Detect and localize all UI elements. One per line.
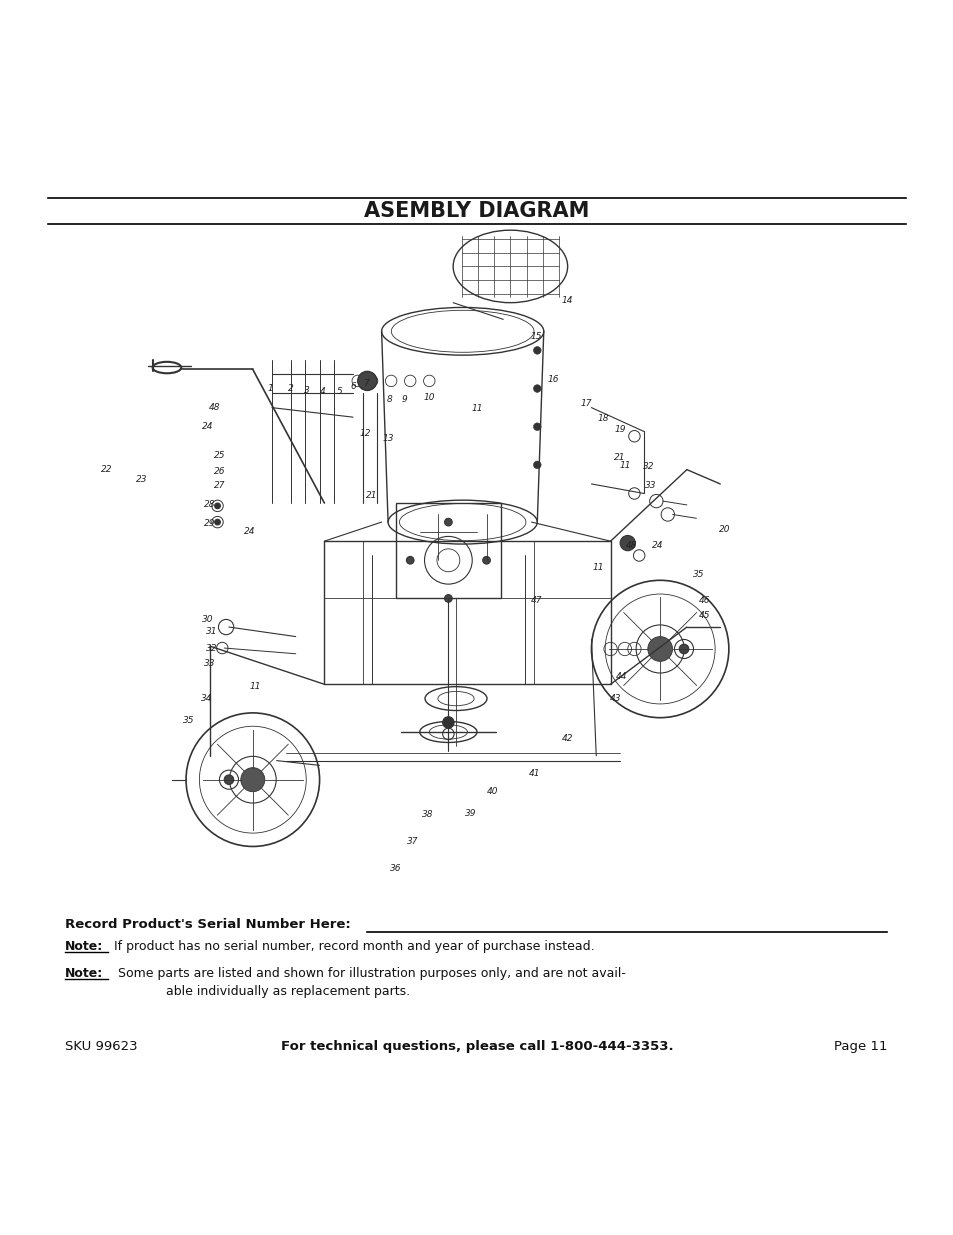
Text: 21: 21 bbox=[366, 490, 377, 500]
Text: 2: 2 bbox=[288, 384, 294, 393]
Text: 41: 41 bbox=[528, 768, 539, 778]
Text: Record Product's Serial Number Here:: Record Product's Serial Number Here: bbox=[65, 918, 351, 931]
Circle shape bbox=[647, 636, 672, 662]
Text: 20: 20 bbox=[719, 525, 730, 535]
Circle shape bbox=[406, 557, 414, 564]
Text: 14: 14 bbox=[561, 296, 573, 305]
Circle shape bbox=[444, 519, 452, 526]
Circle shape bbox=[533, 385, 540, 393]
Bar bbox=[395, 503, 500, 599]
Text: SKU 99623: SKU 99623 bbox=[65, 1040, 137, 1053]
Text: 28: 28 bbox=[204, 500, 215, 509]
Text: 13: 13 bbox=[382, 433, 394, 442]
Text: 7: 7 bbox=[363, 379, 369, 388]
Text: 11: 11 bbox=[618, 462, 630, 471]
Text: 22: 22 bbox=[101, 466, 112, 474]
Text: 11: 11 bbox=[250, 682, 261, 690]
Text: Note:: Note: bbox=[65, 967, 103, 979]
Text: 4: 4 bbox=[319, 387, 325, 396]
Text: Some parts are listed and shown for illustration purposes only, and are not avai: Some parts are listed and shown for illu… bbox=[110, 967, 625, 979]
Text: 45: 45 bbox=[699, 611, 710, 620]
Text: 23: 23 bbox=[136, 474, 148, 484]
Circle shape bbox=[482, 557, 490, 564]
Text: 30: 30 bbox=[202, 615, 213, 624]
Text: 48: 48 bbox=[209, 403, 220, 412]
Circle shape bbox=[619, 536, 635, 551]
Text: 8: 8 bbox=[386, 394, 392, 404]
Text: 24: 24 bbox=[202, 422, 213, 431]
Text: 27: 27 bbox=[213, 482, 225, 490]
Text: 17: 17 bbox=[580, 399, 592, 409]
Text: 6: 6 bbox=[350, 382, 355, 391]
Text: 3: 3 bbox=[304, 387, 310, 395]
Circle shape bbox=[240, 768, 265, 792]
Text: 35: 35 bbox=[692, 571, 703, 579]
Text: 1: 1 bbox=[267, 384, 273, 393]
Text: 15: 15 bbox=[530, 331, 541, 341]
Text: 31: 31 bbox=[206, 627, 217, 636]
Text: 32: 32 bbox=[206, 643, 217, 652]
Circle shape bbox=[533, 461, 540, 468]
Text: 16: 16 bbox=[547, 375, 558, 384]
Text: 37: 37 bbox=[407, 837, 418, 846]
Text: 32: 32 bbox=[642, 462, 654, 472]
Text: 33: 33 bbox=[644, 482, 656, 490]
Text: 44: 44 bbox=[616, 672, 627, 682]
Circle shape bbox=[679, 645, 688, 653]
Text: 34: 34 bbox=[201, 694, 213, 703]
Text: 47: 47 bbox=[530, 595, 541, 605]
Text: 9: 9 bbox=[401, 395, 407, 405]
Text: 21: 21 bbox=[614, 453, 625, 462]
Text: 48: 48 bbox=[625, 541, 637, 551]
Circle shape bbox=[444, 594, 452, 603]
Circle shape bbox=[533, 422, 540, 431]
Circle shape bbox=[533, 347, 540, 354]
Text: 36: 36 bbox=[390, 864, 401, 873]
Text: 5: 5 bbox=[336, 387, 342, 396]
Circle shape bbox=[442, 716, 454, 729]
Text: able individually as replacement parts.: able individually as replacement parts. bbox=[133, 986, 409, 998]
Circle shape bbox=[214, 519, 220, 525]
Text: 24: 24 bbox=[651, 541, 662, 551]
Text: 43: 43 bbox=[609, 694, 620, 703]
Text: ASEMBLY DIAGRAM: ASEMBLY DIAGRAM bbox=[364, 201, 589, 221]
Text: 18: 18 bbox=[597, 414, 608, 422]
Text: 46: 46 bbox=[699, 595, 710, 605]
Text: 10: 10 bbox=[423, 393, 435, 401]
Text: 11: 11 bbox=[592, 563, 603, 572]
Text: 40: 40 bbox=[486, 787, 497, 795]
Text: 29: 29 bbox=[204, 519, 215, 527]
Text: 42: 42 bbox=[561, 734, 573, 743]
Text: 38: 38 bbox=[421, 810, 433, 820]
Text: For technical questions, please call 1-800-444-3353.: For technical questions, please call 1-8… bbox=[280, 1040, 673, 1053]
Text: Note:: Note: bbox=[65, 940, 103, 953]
Circle shape bbox=[357, 372, 376, 390]
Text: 26: 26 bbox=[213, 467, 225, 475]
Text: 35: 35 bbox=[183, 716, 194, 725]
Circle shape bbox=[224, 774, 233, 784]
Text: Page 11: Page 11 bbox=[833, 1040, 886, 1053]
Text: 12: 12 bbox=[359, 429, 371, 438]
Text: 25: 25 bbox=[213, 451, 225, 459]
Circle shape bbox=[214, 503, 220, 509]
Text: 11: 11 bbox=[471, 404, 482, 412]
Text: 33: 33 bbox=[204, 658, 215, 668]
Text: 39: 39 bbox=[464, 809, 476, 818]
Text: 24: 24 bbox=[244, 527, 255, 536]
Text: If product has no serial number, record month and year of purchase instead.: If product has no serial number, record … bbox=[110, 940, 594, 953]
Text: 19: 19 bbox=[614, 425, 625, 433]
